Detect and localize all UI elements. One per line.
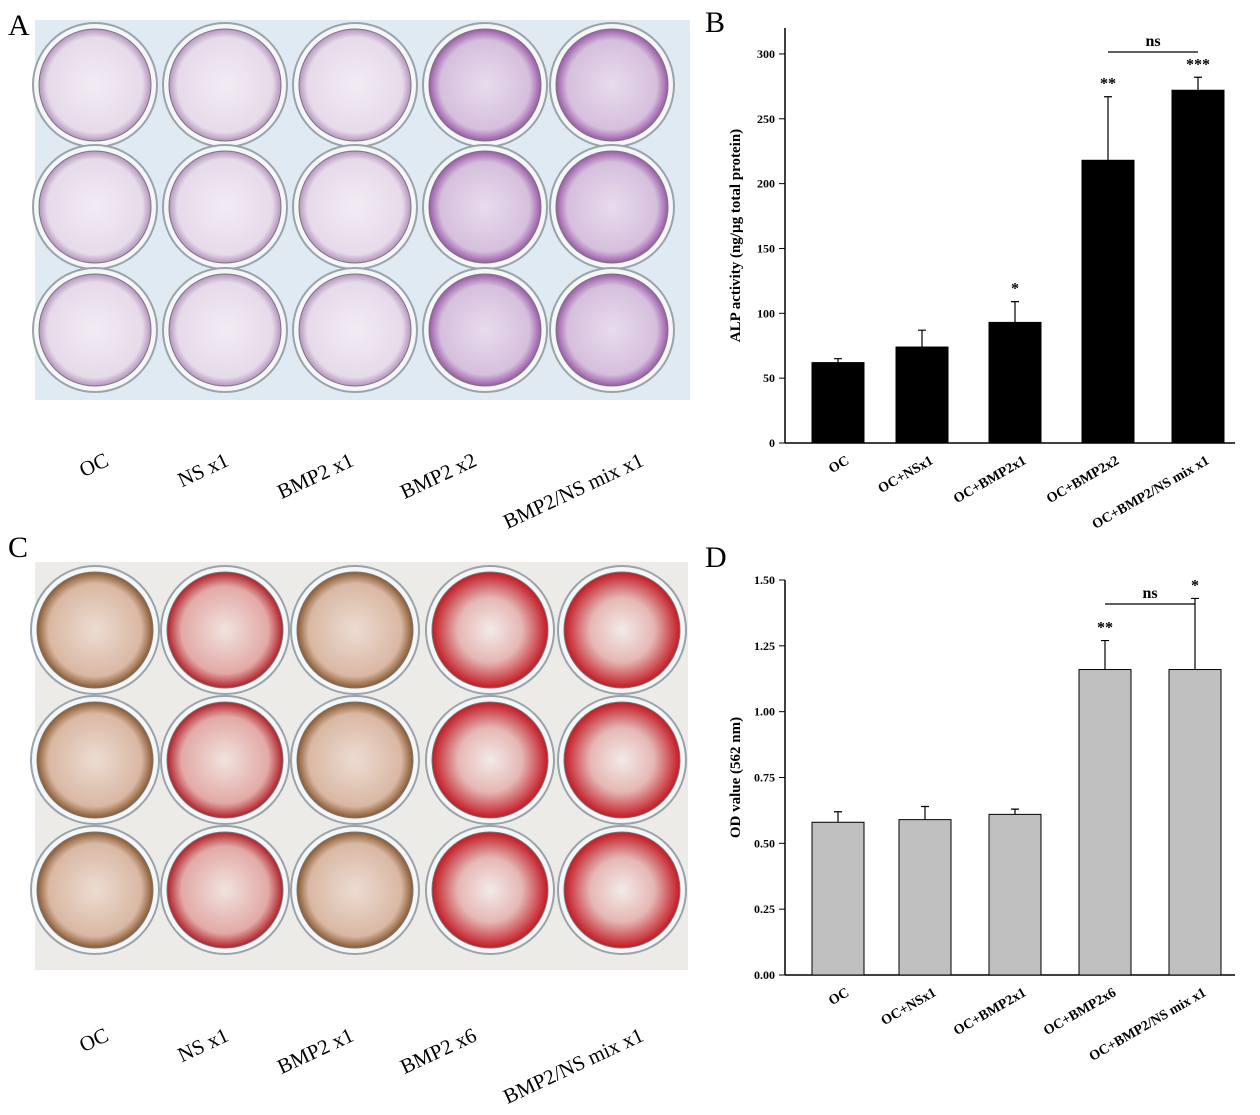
bar bbox=[1171, 89, 1225, 444]
caption: NS x1 bbox=[174, 1023, 232, 1067]
bar bbox=[988, 321, 1042, 444]
y-tick-label: 1.25 bbox=[754, 639, 775, 653]
y-tick-label: 0 bbox=[769, 436, 775, 450]
bar bbox=[1078, 669, 1132, 976]
well bbox=[38, 273, 152, 387]
well bbox=[166, 831, 284, 949]
well bbox=[36, 831, 154, 949]
caption: OC bbox=[76, 1023, 113, 1057]
bar bbox=[811, 821, 865, 976]
well bbox=[38, 28, 152, 142]
y-tick-label: 100 bbox=[757, 306, 775, 320]
y-tick-label: 0.00 bbox=[754, 968, 775, 982]
bar bbox=[895, 346, 949, 444]
caption: BMP2 x1 bbox=[273, 1023, 357, 1079]
significance: * bbox=[1011, 281, 1019, 298]
well bbox=[428, 150, 542, 264]
x-tick-label: OC+BMP2x2 bbox=[1044, 453, 1122, 507]
well bbox=[428, 28, 542, 142]
y-tick-label: 1.50 bbox=[754, 573, 775, 587]
y-tick-label: 1.00 bbox=[754, 705, 775, 719]
caption: BMP2/NS mix x1 bbox=[499, 1023, 647, 1109]
caption: OC bbox=[76, 448, 113, 482]
well bbox=[555, 150, 669, 264]
well bbox=[428, 273, 542, 387]
x-tick-label: OC bbox=[826, 985, 852, 1008]
well bbox=[555, 28, 669, 142]
well bbox=[168, 273, 282, 387]
caption: BMP2 x1 bbox=[273, 448, 357, 504]
significance: *** bbox=[1186, 56, 1210, 73]
y-tick-label: 0.50 bbox=[754, 836, 775, 850]
well bbox=[166, 701, 284, 819]
well bbox=[296, 831, 414, 949]
x-tick-label: OC+NSx1 bbox=[876, 453, 936, 496]
well bbox=[36, 701, 154, 819]
x-tick-label: OC+BMP2x1 bbox=[951, 453, 1029, 507]
y-tick-label: 300 bbox=[757, 47, 775, 61]
x-tick-label: OC+NSx1 bbox=[879, 985, 939, 1028]
well bbox=[563, 831, 681, 949]
y-tick-label: 150 bbox=[757, 241, 775, 255]
well bbox=[563, 571, 681, 689]
error-bar bbox=[834, 358, 842, 363]
bar bbox=[898, 819, 952, 976]
caption: BMP2 x2 bbox=[396, 448, 480, 504]
well bbox=[555, 273, 669, 387]
caption: BMP2 x6 bbox=[396, 1023, 480, 1079]
bar bbox=[1168, 669, 1222, 976]
well bbox=[168, 150, 282, 264]
well bbox=[563, 701, 681, 819]
error-bar bbox=[1011, 301, 1019, 323]
significance: * bbox=[1191, 577, 1199, 594]
significance: ** bbox=[1100, 76, 1116, 93]
caption: BMP2/NS mix x1 bbox=[499, 448, 647, 534]
well bbox=[298, 273, 412, 387]
well bbox=[431, 701, 549, 819]
caption: NS x1 bbox=[174, 448, 232, 492]
panel-label: A bbox=[8, 9, 30, 42]
error-bar bbox=[921, 805, 929, 820]
y-axis-label: OD value (562 nm) bbox=[728, 717, 744, 838]
significance: ** bbox=[1097, 620, 1113, 637]
error-bar bbox=[1194, 76, 1202, 91]
panel-label: D bbox=[705, 541, 727, 574]
wells bbox=[30, 22, 687, 955]
well bbox=[166, 571, 284, 689]
bar bbox=[811, 362, 865, 444]
x-tick-label: OC+BMP2x6 bbox=[1041, 985, 1119, 1039]
x-tick-label: OC bbox=[826, 453, 852, 476]
error-bar bbox=[834, 811, 842, 823]
well bbox=[36, 571, 154, 689]
error-bar bbox=[1011, 808, 1019, 815]
well bbox=[168, 28, 282, 142]
x-tick-label: OC+BMP2x1 bbox=[951, 985, 1029, 1039]
y-axis-label: ALP activity (ng/µg total protein) bbox=[728, 129, 744, 342]
y-tick-label: 0.75 bbox=[754, 771, 775, 785]
well bbox=[298, 150, 412, 264]
bracket-label: ns bbox=[1145, 33, 1160, 50]
well bbox=[296, 571, 414, 689]
well bbox=[431, 831, 549, 949]
y-tick-label: 0.25 bbox=[754, 902, 775, 916]
y-tick-label: 250 bbox=[757, 112, 775, 126]
well bbox=[38, 150, 152, 264]
panel-label: C bbox=[8, 531, 28, 564]
panel-label: B bbox=[705, 6, 725, 39]
error-bar bbox=[1104, 96, 1112, 161]
bar bbox=[1081, 159, 1135, 444]
well bbox=[431, 571, 549, 689]
error-bar bbox=[1101, 639, 1109, 670]
y-tick-label: 200 bbox=[757, 177, 775, 191]
error-bar bbox=[918, 329, 926, 348]
well bbox=[298, 28, 412, 142]
bar bbox=[988, 813, 1042, 976]
y-tick-label: 50 bbox=[763, 371, 775, 385]
well bbox=[296, 701, 414, 819]
error-bar bbox=[1191, 597, 1199, 670]
bracket-label: ns bbox=[1142, 585, 1157, 602]
